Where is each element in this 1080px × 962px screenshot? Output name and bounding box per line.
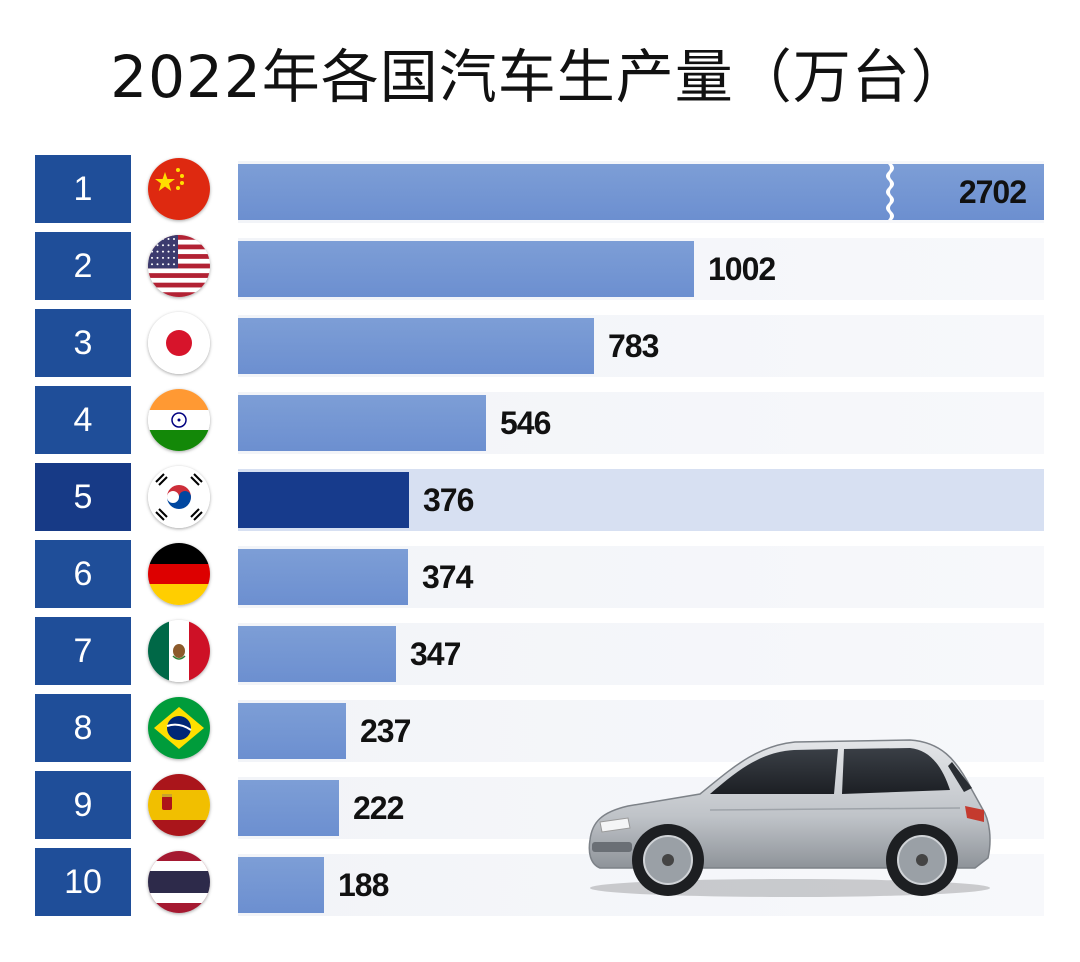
data-label: 546	[500, 405, 551, 441]
germany-flag	[148, 543, 210, 605]
data-label: 374	[422, 559, 473, 595]
rank-box: 2	[35, 232, 131, 300]
data-label: 783	[608, 328, 659, 364]
rank-box: 1	[35, 155, 131, 223]
rank-box: 8	[35, 694, 131, 762]
rank-box: 9	[35, 771, 131, 839]
data-label: 1002	[708, 251, 776, 287]
bar	[238, 857, 324, 913]
spain-flag	[148, 774, 210, 836]
south-korea-flag	[148, 466, 210, 528]
rank-box: 10	[35, 848, 131, 916]
china-flag	[148, 158, 210, 220]
data-label: 188	[338, 867, 389, 903]
bar	[238, 395, 486, 451]
silver-hatchback-car-icon	[588, 739, 991, 897]
bar	[238, 626, 396, 682]
japan-flag	[148, 312, 210, 374]
bar	[238, 780, 339, 836]
data-label: 237	[360, 713, 411, 749]
rank-box: 7	[35, 617, 131, 685]
india-flag	[148, 389, 210, 451]
data-label: 222	[353, 790, 404, 826]
thailand-flag	[148, 851, 210, 913]
bar	[238, 241, 694, 297]
data-label: 376	[423, 482, 474, 518]
rank-box: 4	[35, 386, 131, 454]
rank-box: 6	[35, 540, 131, 608]
rank-box: 3	[35, 309, 131, 377]
bar	[238, 164, 1044, 220]
bar	[238, 703, 346, 759]
axis-break-mark	[886, 164, 894, 220]
rank-box: 5	[35, 463, 131, 531]
mexico-flag	[148, 620, 210, 682]
usa-flag	[148, 235, 210, 297]
bar	[238, 472, 409, 528]
data-label: 347	[410, 636, 461, 672]
bar	[238, 549, 408, 605]
bar	[238, 318, 594, 374]
brazil-flag	[148, 697, 210, 759]
data-label: 2702	[958, 174, 1027, 210]
chart-title: 2022年各国汽车生产量（万台）	[110, 43, 970, 111]
